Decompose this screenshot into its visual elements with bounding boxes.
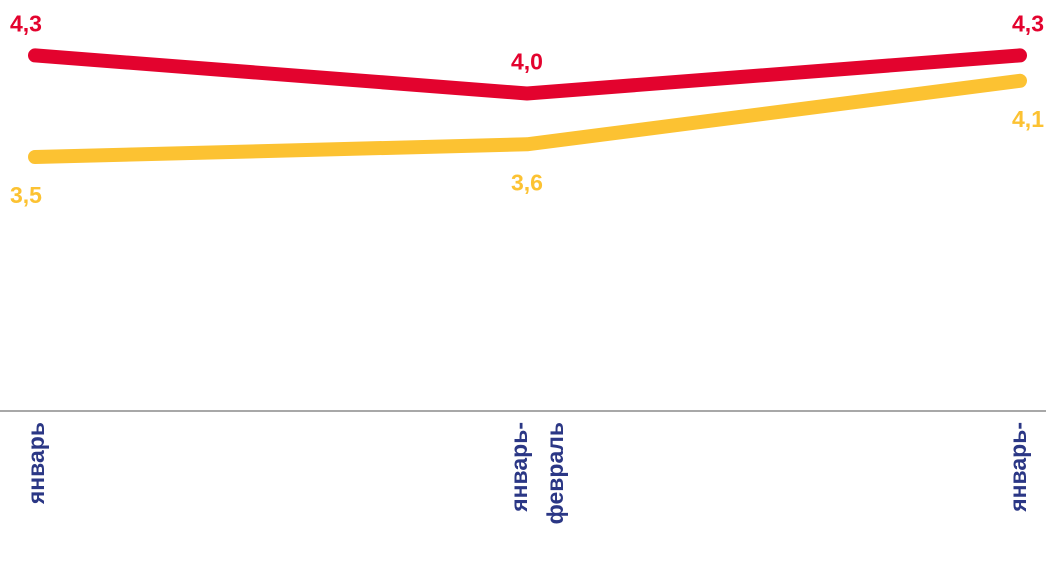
value-label: 3,5: [10, 182, 42, 208]
series-line: [28, 73, 1027, 164]
value-label: 4,0: [511, 49, 543, 75]
x-tick-label: январь-февраль: [506, 422, 568, 524]
value-label: 4,3: [10, 10, 42, 36]
series-line: [28, 48, 1027, 101]
value-label: 4,3: [1012, 10, 1044, 36]
value-label: 4,1: [1012, 106, 1044, 132]
x-tick-label: январь: [23, 422, 49, 505]
x-tick-label: январь-март: [1005, 422, 1046, 513]
value-label: 3,6: [511, 169, 543, 195]
